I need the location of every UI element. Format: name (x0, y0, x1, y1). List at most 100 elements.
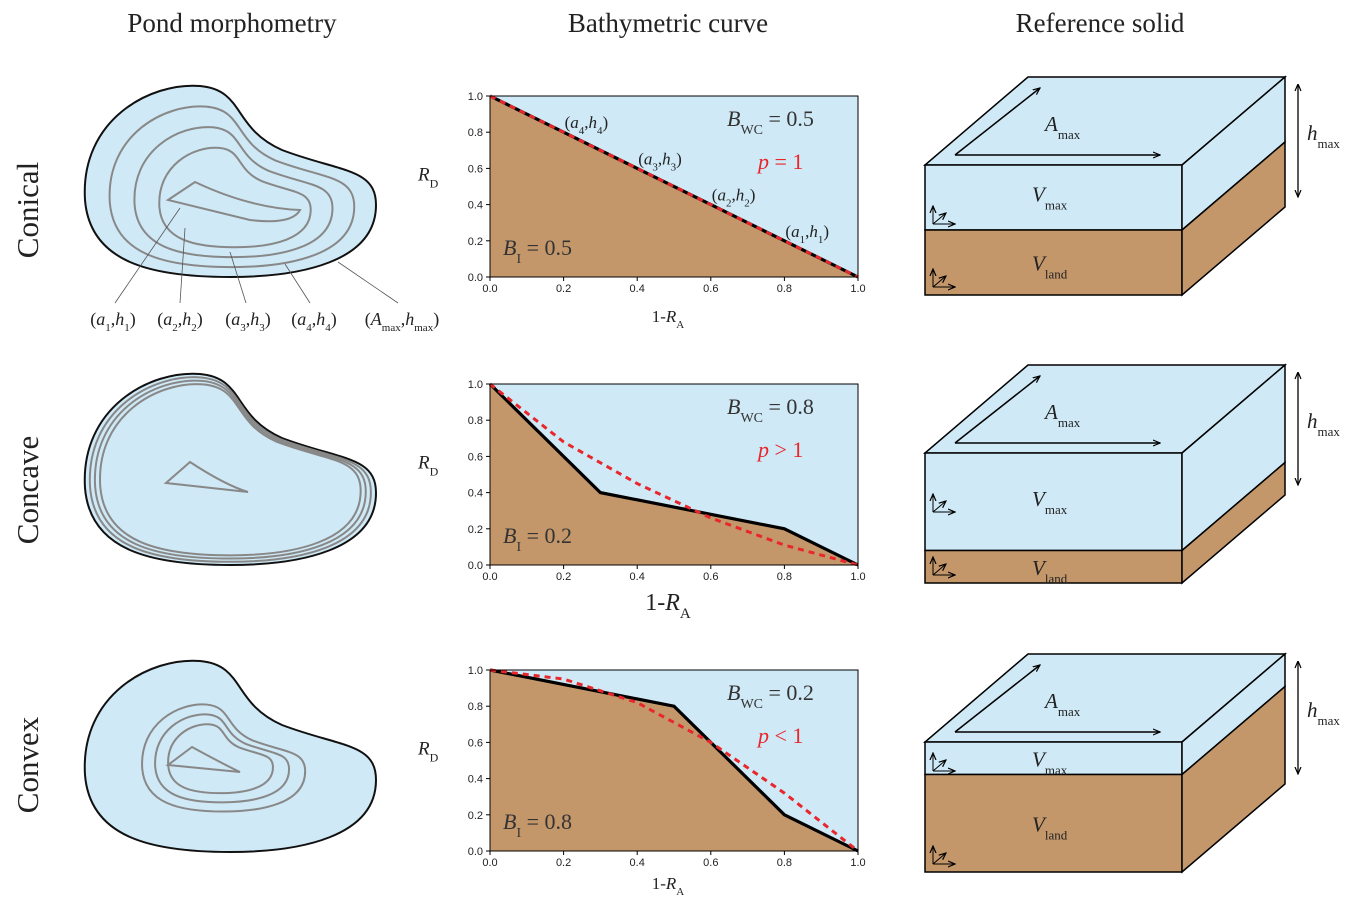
x-tick-label: 0.2 (556, 857, 571, 869)
axis-icon (932, 213, 946, 225)
pond-label-part: ) (331, 309, 337, 330)
pond-label-part: a (297, 309, 306, 329)
x-tick-label: 0.4 (630, 857, 645, 869)
y-axis-label-part: D (430, 465, 439, 479)
solid-label-part: max (1058, 415, 1081, 430)
leader-line (284, 263, 311, 304)
annotation-part: I (516, 826, 521, 841)
plot-frame (489, 383, 859, 566)
x-tick-label: 1.0 (850, 857, 865, 869)
x-tick-label: 0.0 (482, 283, 497, 295)
solid-label-part: land (1045, 266, 1068, 281)
pond-label-part: a (231, 309, 240, 329)
annotation: p = 1 (756, 149, 803, 174)
solid-land-front (924, 773, 1183, 873)
x-tick-label: 0.8 (777, 571, 792, 583)
solid-label-part: land (1045, 570, 1068, 585)
pond-label-part: 4 (306, 322, 312, 334)
annotation-part: p (756, 149, 769, 174)
y-tick-label: 0.6 (468, 737, 483, 749)
pond-label-part: ) (433, 309, 439, 330)
pond-label-part: a (163, 309, 172, 329)
solid-land-front (924, 229, 1183, 296)
leader-line (114, 207, 181, 304)
pond-label-part: ) (265, 309, 271, 330)
area-arrow (954, 665, 1040, 733)
x-axis-label-part: 1- (645, 590, 665, 616)
solid-label-part: A (1043, 689, 1058, 713)
annotation-part: WC (740, 411, 763, 426)
pond-contour (90, 377, 371, 562)
x-axis-label-part: A (676, 886, 684, 898)
x-tick-label: 0.6 (703, 571, 718, 583)
y-tick-label: 1.0 (468, 379, 483, 391)
pond-label-part: , (312, 309, 317, 329)
annotation-part: I (516, 540, 521, 555)
leader-line (229, 251, 247, 304)
point-label-part: 1 (818, 234, 824, 246)
annotation-part: WC (740, 123, 763, 138)
point-label-part: h (809, 222, 818, 241)
pond-label-part: ) (130, 309, 136, 330)
x-tick-label: 0.4 (630, 571, 645, 583)
pond-label: (a4,h4) (291, 309, 337, 334)
pond-contour (163, 460, 249, 493)
pond-label: (a1,h1) (90, 309, 136, 334)
y-axis-label: RD (417, 453, 439, 479)
pond-label-part: ( (365, 309, 371, 330)
solid-label-part: V (1032, 487, 1047, 511)
solid-label-part: V (1032, 812, 1047, 836)
annotation-part: < 1 (769, 723, 803, 748)
pond-label-part: 1 (105, 322, 111, 334)
y-tick-label: 0.8 (468, 127, 483, 139)
solid-water-front (924, 164, 1183, 231)
annotation: p > 1 (756, 437, 803, 462)
area-arrow (954, 376, 1040, 444)
y-tick-label: 0.8 (468, 415, 483, 427)
pond-label-part: ( (291, 309, 297, 330)
point-label-part: ( (638, 149, 644, 168)
solid-land-side (1181, 684, 1286, 874)
y-tick-label: 0.2 (468, 810, 483, 822)
solid-land-side (1181, 460, 1286, 585)
solid-label-part: h (1307, 121, 1318, 145)
pond-label-part: 2 (191, 322, 197, 334)
pond-label-part: 2 (172, 322, 178, 334)
y-tick-label: 0.4 (468, 488, 483, 500)
pond-label-part: ( (225, 309, 231, 330)
solid-label-part: h (1307, 698, 1318, 722)
solid-label: Amax (1043, 112, 1081, 142)
point-label-part: 2 (726, 198, 732, 210)
pond-contour (110, 106, 355, 267)
annotation-part: = 0.5 (763, 106, 814, 131)
point-label-part: a (570, 113, 579, 132)
pond-label-part: , (111, 309, 116, 329)
y-tick-label: 1.0 (468, 91, 483, 103)
x-tick-label: 0.4 (630, 283, 645, 295)
x-axis-label: 1-RA (652, 874, 685, 898)
axis-icon (932, 564, 946, 576)
y-axis-label-part: R (417, 165, 430, 186)
annotation-part: > 1 (769, 437, 803, 462)
pond-label-part: max (414, 322, 433, 334)
solid-label-part: V (1032, 252, 1047, 276)
solid-water-front (924, 452, 1183, 552)
annotation-part: p (756, 437, 769, 462)
annotation-part: = 0.2 (521, 523, 572, 548)
pond-contour (159, 148, 310, 247)
y-axis-label-part: R (417, 453, 430, 474)
solid-label-part: max (1318, 713, 1341, 728)
point-label-part: ) (603, 113, 609, 132)
annotation: BWC = 0.2 (727, 680, 814, 712)
curve (488, 382, 859, 567)
point-label-part: h (589, 113, 598, 132)
annotation-part: = 1 (769, 149, 803, 174)
pond-label-part: h (115, 309, 124, 329)
solid-label-part: max (1058, 127, 1081, 142)
solid-label: hmax (1307, 409, 1340, 439)
pond-label-part: A (370, 309, 383, 329)
pond-contour (168, 724, 273, 793)
annotation-part: WC (740, 697, 763, 712)
point-label-part: a (791, 222, 800, 241)
solid-label-part: max (1318, 136, 1341, 151)
